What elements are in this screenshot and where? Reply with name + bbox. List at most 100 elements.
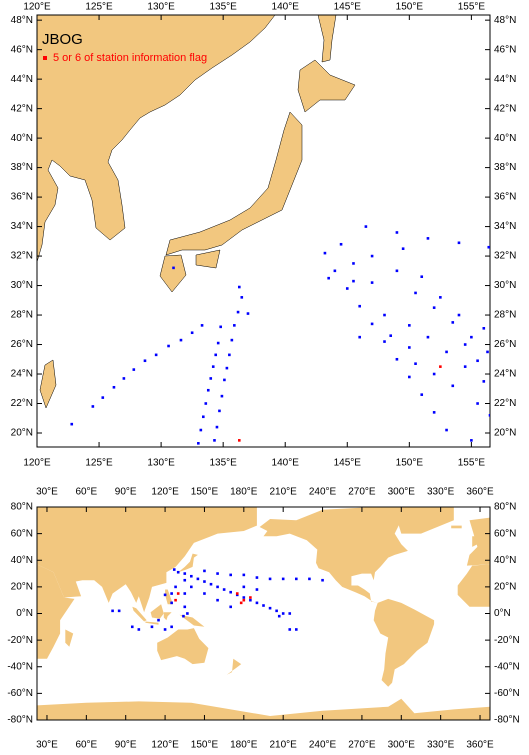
- y-tick-label: 20°N: [494, 582, 516, 593]
- station: [176, 570, 180, 574]
- station: [225, 366, 229, 370]
- land-uk: [472, 536, 478, 547]
- station: [426, 335, 430, 339]
- station: [255, 576, 259, 579]
- y-tick-label: 44°N: [11, 74, 33, 85]
- station: [281, 577, 285, 581]
- y-tick-label: 26°N: [11, 339, 33, 350]
- station: [219, 325, 222, 329]
- flagged-station: [242, 598, 246, 602]
- x-tick-label: 330°E: [427, 487, 455, 498]
- x-tick-label: 30°E: [36, 740, 58, 751]
- station: [174, 585, 177, 589]
- top-land: [37, 15, 356, 409]
- x-tick-label: 90°E: [115, 487, 137, 498]
- station: [172, 568, 176, 571]
- station: [209, 582, 213, 586]
- y-tick-label: 20°N: [11, 582, 33, 593]
- y-tick-label: 42°N: [494, 103, 516, 114]
- station: [216, 598, 219, 602]
- y-tick-label: -20°N: [494, 635, 520, 646]
- station: [143, 359, 147, 363]
- y-tick-label: 0°N: [494, 608, 511, 619]
- station: [288, 612, 292, 615]
- station: [488, 414, 490, 417]
- y-tick-label: 22°N: [494, 398, 516, 409]
- station: [345, 287, 349, 290]
- station: [137, 628, 141, 631]
- station: [183, 572, 187, 575]
- y-tick-label: 80°N: [11, 502, 33, 513]
- station: [333, 269, 337, 273]
- land-greenland: [394, 507, 454, 534]
- x-tick-label: 240°E: [309, 740, 337, 751]
- y-tick-label: 30°N: [11, 280, 33, 291]
- station: [352, 262, 355, 265]
- station: [167, 344, 170, 348]
- x-tick-label: 120°E: [151, 487, 179, 498]
- flagged-station: [239, 601, 243, 605]
- y-tick-label: 40°N: [11, 555, 33, 566]
- station: [268, 577, 272, 581]
- station: [130, 625, 134, 629]
- station: [213, 439, 216, 442]
- station: [401, 247, 405, 250]
- x-tick-label: 145°E: [334, 2, 362, 13]
- station: [216, 572, 219, 575]
- y-tick-label: 22°N: [11, 398, 33, 409]
- station: [268, 606, 272, 610]
- station: [432, 372, 436, 376]
- x-tick-label: 240°E: [309, 487, 337, 498]
- station: [206, 388, 210, 392]
- y-tick-label: 40°N: [494, 555, 516, 566]
- station: [395, 269, 399, 273]
- y-tick-label: 60°N: [11, 528, 33, 539]
- station: [220, 394, 224, 398]
- x-tick-label: 130°E: [147, 458, 175, 469]
- station: [408, 375, 411, 379]
- x-tick-label: 120°E: [23, 458, 51, 469]
- station: [383, 313, 386, 317]
- x-tick-label: 155°E: [458, 2, 486, 13]
- station: [190, 574, 193, 578]
- station: [262, 604, 265, 607]
- land-sumatra: [132, 606, 147, 622]
- land-eurasia: [37, 507, 257, 613]
- station: [486, 350, 489, 354]
- sakhalin: [317, 15, 337, 63]
- stations: [70, 225, 490, 445]
- station: [432, 411, 436, 414]
- station: [197, 442, 200, 445]
- station: [101, 396, 105, 399]
- station: [370, 254, 374, 258]
- y-tick-label: -40°N: [7, 661, 33, 672]
- station: [358, 335, 361, 339]
- station: [445, 428, 448, 432]
- station: [182, 614, 185, 618]
- x-tick-label: 360°E: [466, 487, 494, 498]
- station: [154, 353, 158, 357]
- hokkaido: [297, 59, 356, 113]
- station: [445, 350, 448, 354]
- flagged-station: [439, 365, 442, 368]
- station: [426, 237, 430, 240]
- station: [370, 322, 374, 326]
- x-tick-label: 125°E: [85, 2, 113, 13]
- x-tick-label: 360°E: [466, 740, 494, 751]
- land-madagascar: [65, 629, 74, 647]
- station: [463, 365, 467, 368]
- y-tick-label: -60°N: [7, 688, 33, 699]
- station: [229, 573, 232, 577]
- y-tick-label: 24°N: [494, 369, 516, 380]
- flagged-station: [176, 592, 180, 595]
- legend-marker: [43, 56, 47, 60]
- station: [408, 324, 411, 327]
- flagged-station: [235, 592, 239, 595]
- taiwan: [39, 359, 57, 409]
- station: [408, 346, 411, 349]
- flagged-station: [249, 596, 252, 599]
- station: [70, 422, 74, 426]
- station: [190, 585, 193, 589]
- station: [150, 625, 154, 629]
- land-sulawesi: [163, 612, 172, 621]
